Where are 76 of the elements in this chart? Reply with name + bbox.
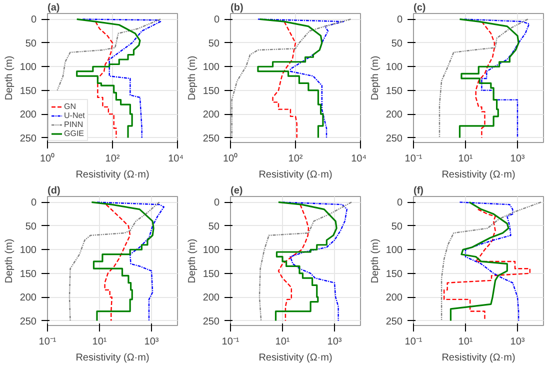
y-axis-title: Depth (m) bbox=[186, 238, 198, 284]
y-tick-label: 0 bbox=[214, 14, 220, 26]
legend-label: PINN bbox=[64, 120, 84, 129]
x-tick-label: 10³ bbox=[327, 336, 342, 348]
x-axis-title: Resistivity (Ω·m) bbox=[258, 352, 332, 364]
x-tick-label: 10⁻¹ bbox=[404, 154, 423, 164]
chart-title: (a) bbox=[48, 2, 60, 14]
y-tick-label: 0 bbox=[30, 14, 37, 26]
y-tick-label: 200 bbox=[386, 110, 403, 121]
x-axis-title: Resistivity (Ω·m) bbox=[442, 352, 516, 364]
x-tick-label: 10⁰ bbox=[222, 152, 238, 164]
x-axis-title: Resistivity (Ω·m) bbox=[442, 170, 516, 180]
x-tick-label: 10¹ bbox=[275, 336, 290, 348]
y-tick-label: 250 bbox=[386, 133, 403, 144]
legend-label: GN bbox=[64, 102, 77, 111]
x-tick-label: 10⁻¹ bbox=[38, 336, 57, 348]
x-tick-label: 10³ bbox=[510, 154, 526, 164]
y-axis-title: Depth (m) bbox=[4, 56, 15, 100]
x-tick-label: 10⁻¹ bbox=[222, 336, 240, 348]
y-tick-label: 250 bbox=[20, 316, 37, 328]
y-tick-label: 150 bbox=[202, 86, 220, 97]
y-axis-title: Depth (m) bbox=[370, 238, 381, 284]
y-tick-label: 200 bbox=[386, 292, 403, 304]
y-tick-label: 150 bbox=[386, 268, 403, 280]
x-tick-label: 10³ bbox=[144, 336, 160, 348]
chart-title: (e) bbox=[230, 186, 243, 196]
y-tick-label: 100 bbox=[202, 62, 220, 74]
legend-label: GGIE bbox=[64, 129, 84, 138]
y-tick-label: 100 bbox=[386, 245, 403, 256]
y-tick-label: 100 bbox=[386, 62, 403, 74]
x-axis-title: Resistivity (Ω·m) bbox=[76, 352, 150, 364]
y-tick-label: 200 bbox=[20, 292, 37, 304]
y-tick-label: 200 bbox=[20, 110, 37, 121]
y-axis-title: Depth (m) bbox=[186, 56, 198, 100]
y-tick-label: 50 bbox=[208, 221, 220, 232]
y-tick-label: 250 bbox=[202, 316, 220, 328]
x-axis-title: Resistivity (Ω·m) bbox=[76, 170, 150, 180]
y-tick-label: 100 bbox=[20, 62, 37, 74]
y-tick-label: 0 bbox=[30, 198, 37, 209]
y-tick-label: 50 bbox=[25, 221, 37, 232]
y-tick-label: 150 bbox=[20, 86, 37, 97]
x-axis-title: Resistivity (Ω·m) bbox=[258, 170, 332, 180]
y-tick-label: 50 bbox=[25, 38, 37, 50]
y-tick-label: 250 bbox=[386, 316, 403, 328]
x-tick-label: 10¹ bbox=[458, 154, 474, 164]
y-tick-label: 150 bbox=[202, 268, 220, 280]
y-tick-label: 50 bbox=[391, 38, 403, 50]
y-tick-label: 150 bbox=[20, 268, 37, 280]
y-tick-label: 200 bbox=[202, 292, 220, 304]
x-tick-label: 10⁴ bbox=[351, 154, 366, 164]
y-tick-label: 0 bbox=[214, 198, 220, 209]
y-tick-label: 100 bbox=[20, 245, 37, 256]
x-tick-label: 10⁴ bbox=[168, 154, 184, 164]
x-tick-label: 10⁰ bbox=[40, 152, 56, 164]
legend-label: U-Net bbox=[64, 111, 85, 120]
x-tick-label: 10¹ bbox=[458, 336, 474, 348]
x-tick-label: 10¹ bbox=[92, 336, 108, 348]
chart-title: (c) bbox=[414, 2, 426, 14]
x-tick-label: 10² bbox=[288, 154, 304, 164]
y-tick-label: 250 bbox=[202, 133, 220, 144]
y-tick-label: 50 bbox=[391, 221, 403, 232]
x-tick-label: 10² bbox=[105, 154, 120, 164]
x-tick-label: 10⁻¹ bbox=[404, 336, 423, 348]
chart-title: (d) bbox=[48, 186, 60, 196]
y-tick-label: 0 bbox=[396, 14, 403, 26]
y-tick-label: 50 bbox=[208, 38, 220, 50]
y-axis-title: Depth (m) bbox=[4, 238, 15, 284]
y-tick-label: 200 bbox=[202, 110, 220, 121]
chart-title: (b) bbox=[230, 2, 244, 14]
y-axis-title: Depth (m) bbox=[370, 56, 381, 100]
y-tick-label: 150 bbox=[386, 86, 403, 97]
y-tick-label: 0 bbox=[396, 198, 403, 209]
x-tick-label: 10³ bbox=[510, 336, 526, 348]
y-tick-label: 250 bbox=[20, 133, 37, 144]
chart-title: (f) bbox=[414, 186, 424, 196]
y-tick-label: 100 bbox=[202, 245, 220, 256]
